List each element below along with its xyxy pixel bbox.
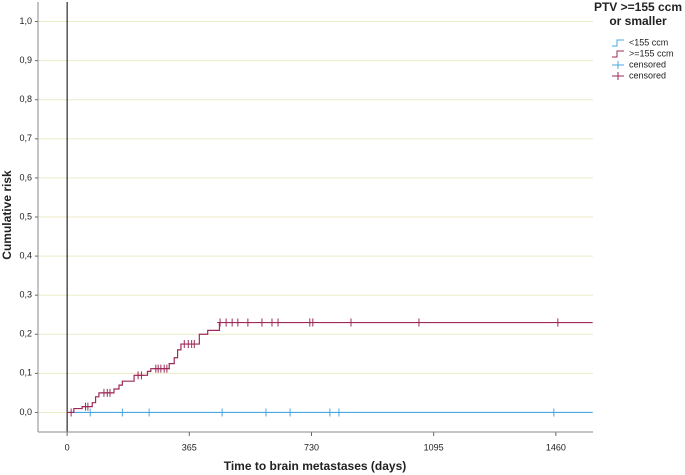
x-tick-label: 365 [182, 442, 197, 452]
legend-label: >=155 ccm [629, 48, 674, 58]
censored-mark [223, 318, 230, 327]
censored-mark [119, 408, 126, 417]
censored-mark [68, 408, 75, 417]
censored-mark [262, 408, 269, 417]
censored-mark [163, 364, 170, 373]
y-tick-label: 1,0 [19, 16, 32, 26]
legend-label: <155 ccm [629, 37, 668, 47]
censored-mark [234, 318, 241, 327]
censored-mark [326, 408, 333, 417]
censored-mark [550, 408, 557, 417]
x-tick-label: 730 [304, 442, 319, 452]
censored-mark [229, 318, 236, 327]
y-tick-label: 0,5 [19, 211, 32, 221]
y-tick-label: 0,3 [19, 290, 32, 300]
y-tick-label: 0,4 [19, 250, 32, 260]
legend-icon [612, 50, 624, 58]
censored-mark [217, 318, 224, 327]
legend-label: censored [629, 70, 666, 80]
censored-mark [138, 371, 145, 380]
legend-title: PTV >=155 ccm [594, 0, 682, 14]
censored-mark [287, 408, 294, 417]
y-tick-label: 0,1 [19, 368, 32, 378]
censored-mark [87, 408, 94, 417]
censored-mark [191, 340, 198, 349]
censored-mark [146, 408, 153, 417]
legend-label: censored [629, 59, 666, 69]
censored-mark [309, 318, 316, 327]
step-line [67, 321, 593, 414]
censored-mark [415, 318, 422, 327]
censored-mark [275, 318, 282, 327]
censored-mark [335, 408, 342, 417]
censored-mark [554, 318, 561, 327]
legend-icon [612, 39, 624, 47]
x-tick-label: 1460 [546, 442, 566, 452]
censored-mark [84, 402, 91, 411]
censored-mark [268, 318, 275, 327]
censored-mark [219, 408, 226, 417]
x-tick-label: 1095 [424, 442, 444, 452]
y-axis-title: Cumulative risk [0, 170, 14, 260]
y-tick-label: 0,8 [19, 94, 32, 104]
legend-title: or smaller [609, 14, 667, 28]
x-tick-label: 0 [65, 442, 70, 452]
legend-icon [612, 61, 624, 69]
y-tick-label: 0,0 [19, 407, 32, 417]
y-tick-label: 0,9 [19, 55, 32, 65]
legend-icon [612, 72, 624, 80]
x-axis-title: Time to brain metastases (days) [224, 459, 407, 473]
censored-mark [106, 388, 113, 397]
y-tick-label: 0,6 [19, 172, 32, 182]
censored-mark [347, 318, 354, 327]
censored-mark [258, 318, 265, 327]
censored-mark [244, 318, 251, 327]
y-tick-label: 0,2 [19, 329, 32, 339]
y-tick-label: 0,7 [19, 133, 32, 143]
